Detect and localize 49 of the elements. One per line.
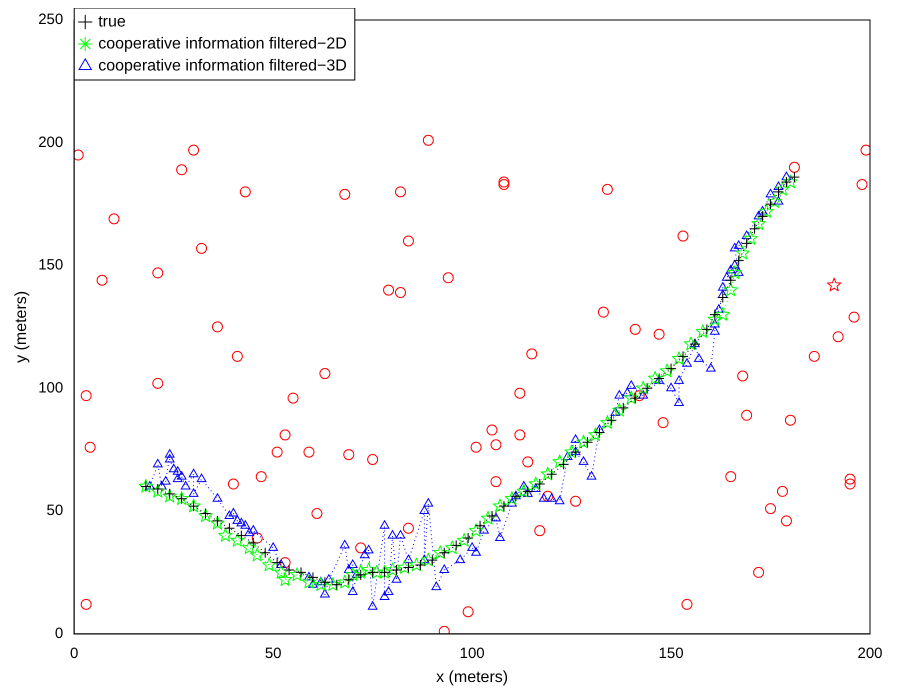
point (618, 402, 629, 414)
x-tick-label: 200 (857, 644, 883, 662)
point (827, 278, 842, 292)
point (594, 426, 605, 438)
point (630, 392, 641, 404)
point (236, 530, 247, 542)
point (272, 557, 283, 568)
point (438, 547, 450, 558)
point (331, 579, 342, 590)
x-axis-title: x (meters) (436, 668, 508, 686)
point (355, 569, 366, 580)
x-tick-label: 100 (460, 644, 485, 662)
y-tick-label: 0 (54, 624, 64, 642)
point (224, 522, 235, 534)
point (717, 292, 728, 303)
y-tick-label: 200 (38, 134, 64, 151)
point (546, 468, 558, 480)
y-tick-label: 150 (38, 256, 64, 274)
point (725, 274, 736, 286)
point (534, 478, 546, 490)
point (164, 488, 176, 500)
point (284, 564, 295, 576)
legend-label: cooperative information filtered−2D (98, 35, 347, 52)
point (606, 414, 617, 426)
point (642, 382, 653, 394)
point (741, 238, 752, 249)
point (319, 576, 330, 588)
x-tick-label: 0 (70, 644, 78, 662)
point (426, 554, 438, 566)
y-tick-label: 100 (38, 379, 64, 396)
x-tick-label: 50 (264, 644, 282, 662)
point (391, 564, 402, 576)
legend-label: cooperative information filtered−3D (98, 57, 347, 74)
point (558, 458, 570, 470)
point (462, 532, 474, 544)
point (450, 540, 462, 551)
point (260, 547, 271, 558)
y-axis-title: y (meters) (13, 290, 30, 363)
legend-label: true (98, 13, 126, 30)
point (343, 574, 354, 586)
point (709, 309, 720, 320)
x-tick-label: 150 (658, 644, 684, 662)
y-tick-label: 250 (38, 11, 64, 28)
point (248, 537, 259, 548)
point (510, 490, 522, 502)
point (701, 324, 712, 335)
point (152, 483, 164, 494)
point (733, 255, 744, 266)
y-tick-label: 50 (46, 502, 64, 520)
